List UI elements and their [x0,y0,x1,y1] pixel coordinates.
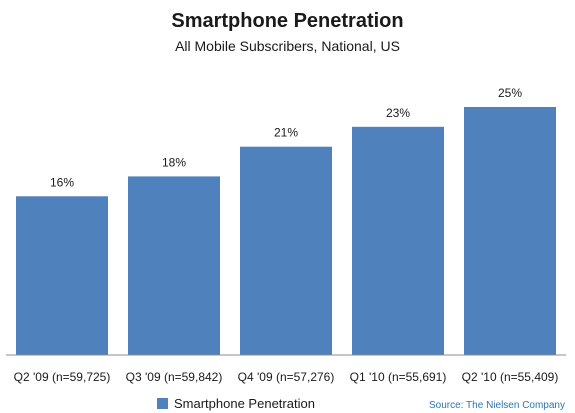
legend: Smartphone Penetration [157,396,315,411]
x-tick-label-4: Q2 '10 (n=55,409) [462,370,559,384]
chart-title: Smartphone Penetration [171,10,404,32]
x-tick-label-1: Q3 '09 (n=59,842) [126,370,223,384]
bar-4 [464,107,556,355]
x-tick-label-3: Q1 '10 (n=55,691) [350,370,447,384]
data-label-3: 23% [386,106,410,120]
labels-layer: 16% Q2 '09 (n=59,725) 18% Q3 '09 (n=59,842)… [14,86,559,384]
data-label-1: 18% [162,155,186,169]
bar-3 [352,126,444,355]
bar-0 [16,196,108,355]
bar-1 [128,176,220,355]
bar-2 [240,146,332,355]
legend-swatch [157,398,168,409]
legend-label: Smartphone Penetration [174,396,315,411]
data-label-4: 25% [498,86,522,100]
x-tick-label-0: Q2 '09 (n=59,725) [14,370,111,384]
data-label-0: 16% [50,175,74,189]
bars-layer [16,107,556,355]
source-note: Source: The Nielsen Company [429,400,565,411]
data-label-2: 21% [274,126,298,140]
chart-subtitle: All Mobile Subscribers, National, US [175,38,400,54]
x-tick-label-2: Q4 '09 (n=57,276) [238,370,335,384]
